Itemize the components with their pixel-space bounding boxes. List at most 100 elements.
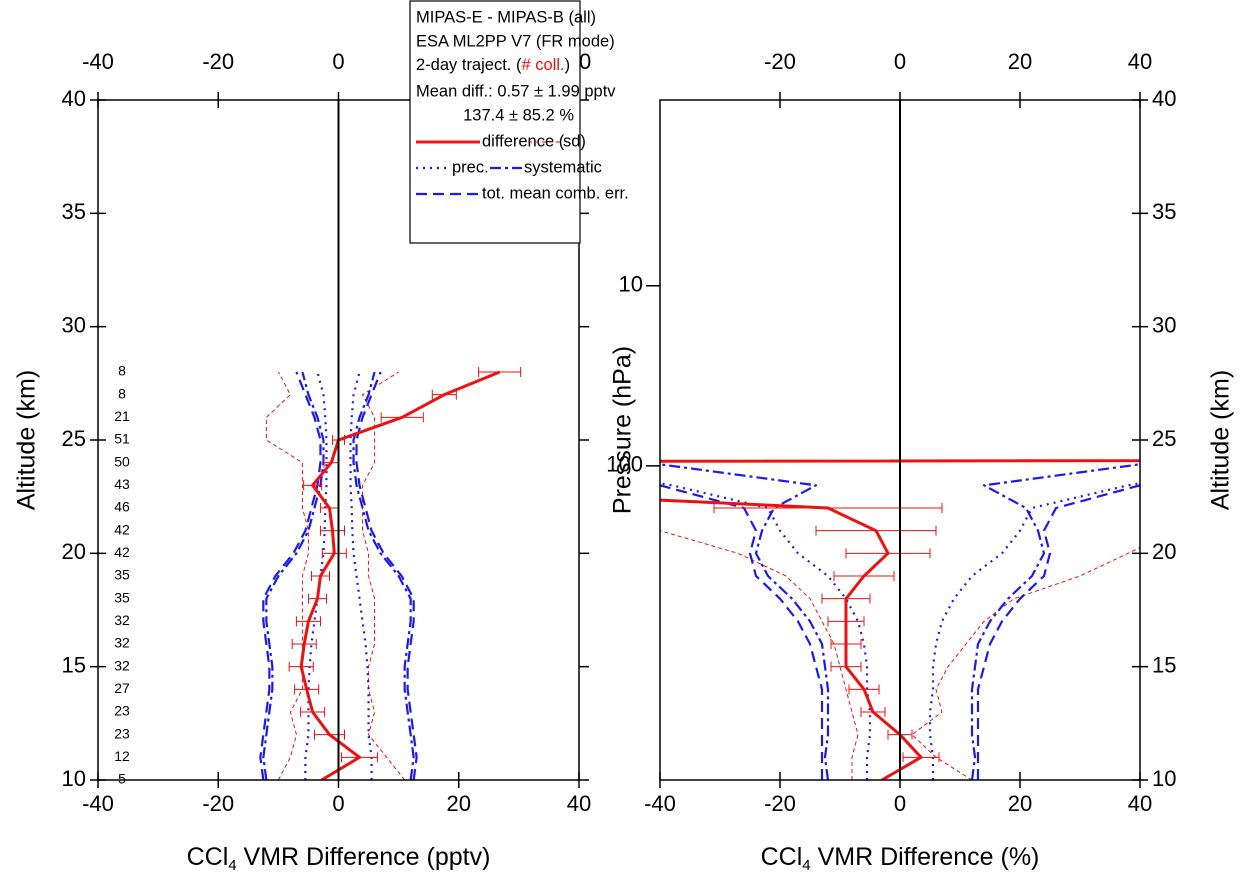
x-tick-label: -40 — [82, 791, 114, 816]
collocation-count: 46 — [114, 499, 130, 515]
profile-line — [352, 371, 415, 780]
profile-line — [259, 371, 322, 780]
profile-line — [355, 371, 418, 780]
error-bar — [902, 752, 940, 763]
error-bar — [310, 571, 330, 581]
error-bar — [341, 752, 379, 763]
y-tick-label: 35 — [1152, 199, 1176, 224]
x2-tick-label: -40 — [82, 49, 114, 74]
y-axis-label: Altitude (km) — [13, 370, 41, 510]
error-bar — [815, 525, 937, 536]
profile-line — [911, 547, 1140, 780]
x2-tick-label: -20 — [764, 49, 796, 74]
error-bar — [833, 571, 895, 581]
error-bar — [713, 503, 943, 513]
collocation-count: 51 — [114, 431, 130, 447]
y-tick-label: 35 — [62, 199, 86, 224]
error-bar — [827, 616, 865, 627]
x-axis-label: CCl4 VMR Difference (pptv) — [187, 843, 491, 874]
profile-line — [976, 484, 1140, 780]
collocation-count: 42 — [114, 544, 130, 560]
legend-line: 2-day traject. (# coll.) — [416, 56, 570, 74]
legend-label: systematic — [524, 158, 602, 176]
y2-tick-label: 10 — [619, 272, 643, 297]
y2-axis-label: Pressure (hPa) — [609, 346, 637, 514]
plot-area — [259, 367, 522, 780]
collocation-count: 12 — [114, 748, 130, 764]
collocation-count: 32 — [114, 657, 130, 673]
y-tick-label: 40 — [1152, 86, 1176, 111]
error-bar — [319, 525, 346, 536]
profile-line — [349, 371, 373, 780]
profile-line — [660, 484, 824, 780]
legend-label: sd) — [563, 132, 586, 150]
collocation-count: 32 — [114, 635, 130, 651]
legend: MIPAS-E - MIPAS-B (all) ESA ML2PP V7 (FR… — [409, 0, 629, 244]
legend-box — [409, 0, 581, 244]
legend-mean: Mean diff.: 0.57 ± 1.99 pptv — [416, 82, 616, 100]
y-tick-label: 20 — [1152, 539, 1176, 564]
x-axis-label-part: VMR Difference (pptv) — [237, 843, 491, 871]
x2-tick-label: 40 — [1128, 49, 1152, 74]
collocation-count: 50 — [114, 453, 130, 469]
x-tick-label: -40 — [644, 791, 676, 816]
x-tick-label: 20 — [447, 791, 471, 816]
error-bar — [860, 707, 886, 717]
error-bar — [313, 729, 346, 740]
error-bar — [830, 639, 862, 649]
error-bar — [300, 707, 326, 717]
x2-tick-label: 20 — [1008, 49, 1032, 74]
x-tick-label: 40 — [1128, 791, 1152, 816]
error-bar — [830, 661, 862, 672]
collocation-count: 35 — [114, 589, 130, 605]
x-tick-label: 0 — [894, 791, 906, 816]
collocation-count: 5 — [118, 771, 126, 787]
profile-line — [970, 463, 1140, 780]
plot-area — [660, 459, 1140, 780]
x-axis-label-part: CCl — [761, 843, 803, 871]
legend-line: MIPAS-E - MIPAS-B (all) — [416, 8, 596, 26]
error-bar — [294, 684, 320, 695]
collocation-count: 8 — [118, 363, 126, 379]
legend-text: 2-day traject. ( — [416, 56, 522, 74]
x-axis-label-sub: 4 — [802, 857, 810, 874]
collocation-count: 35 — [114, 567, 130, 583]
profile-line — [265, 371, 309, 780]
panel: -40-2002040-40-200204010152025303540Alti… — [13, 49, 592, 874]
error-bar — [303, 480, 323, 491]
y-axis-label: Altitude (km) — [1207, 370, 1235, 510]
x-axis-label-part: CCl — [187, 843, 229, 871]
x-tick-label: 20 — [1008, 791, 1032, 816]
x2-tick-label: 0 — [894, 49, 906, 74]
legend-label: difference ( — [482, 132, 565, 150]
legend-label: prec. — [452, 158, 489, 176]
error-bar — [291, 639, 317, 649]
legend-line: ESA ML2PP V7 (FR mode) — [416, 32, 615, 50]
legend-text: ) — [565, 56, 571, 74]
error-bar — [380, 412, 424, 423]
collocation-count: 23 — [114, 725, 130, 741]
legend-label: tot. mean comb. err. — [482, 184, 629, 202]
profile-line — [660, 463, 830, 780]
x-axis-label-part: VMR Difference (%) — [811, 843, 1040, 871]
error-bar — [848, 684, 880, 695]
y-tick-label: 10 — [62, 766, 86, 791]
collocation-count: 42 — [114, 521, 130, 537]
x-tick-label: -20 — [764, 791, 796, 816]
y-tick-label: 25 — [62, 426, 86, 451]
error-bar — [431, 389, 457, 400]
collocation-count: 21 — [114, 408, 130, 424]
y-tick-label: 10 — [1152, 766, 1176, 791]
collocation-count: 23 — [114, 703, 130, 719]
collocation-count: 43 — [114, 476, 130, 492]
error-bar — [321, 548, 347, 559]
x-tick-label: -20 — [202, 791, 234, 816]
y-tick-label: 30 — [62, 312, 86, 337]
error-bar — [478, 367, 522, 377]
collocation-count: 8 — [118, 385, 126, 401]
error-bar — [845, 548, 931, 559]
x-tick-label: 40 — [567, 791, 591, 816]
